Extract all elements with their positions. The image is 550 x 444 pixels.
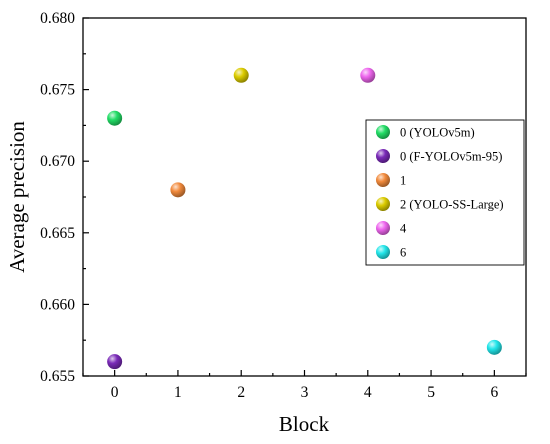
legend-label: 0 (YOLOv5m): [400, 126, 475, 140]
x-axis-ticks: 0 1 2 3 4 5 6: [82, 370, 527, 401]
legend: 0 (YOLOv5m) 0 (F-YOLOv5m-95) 1 2 (YOLO-SS-L…: [365, 119, 525, 266]
y-tick-label: 0.680: [40, 10, 75, 27]
data-points: [107, 67, 502, 370]
data-point: [233, 67, 249, 83]
data-point: [486, 339, 502, 355]
data-point: [107, 110, 123, 126]
legend-marker: [376, 173, 390, 187]
legend-label: 2 (YOLO-SS-Large): [400, 198, 504, 212]
x-tick-label: 2: [237, 384, 245, 401]
x-tick-label: 4: [364, 384, 372, 401]
x-tick-label: 0: [111, 384, 119, 401]
y-axis-title: Average precision: [5, 121, 29, 273]
y-axis-ticks: 0.655 0.660 0.665 0.670 0.675 0.680: [40, 10, 89, 385]
legend-marker: [376, 221, 390, 235]
legend-box: [365, 119, 525, 266]
x-tick-label: 1: [174, 384, 182, 401]
y-tick-label: 0.660: [40, 296, 75, 313]
legend-marker: [376, 125, 390, 139]
legend-marker: [376, 149, 390, 163]
x-axis-title: Block: [279, 412, 330, 436]
y-tick-label: 0.665: [40, 225, 75, 242]
legend-label: 0 (F-YOLOv5m-95): [400, 150, 502, 164]
legend-label: 4: [400, 222, 407, 236]
data-point: [170, 182, 186, 198]
legend-label: 1: [400, 174, 406, 188]
y-tick-label: 0.670: [40, 153, 75, 170]
legend-marker: [376, 197, 390, 211]
legend-marker: [376, 245, 390, 259]
x-tick-label: 5: [427, 384, 435, 401]
legend-label: 6: [400, 246, 406, 260]
data-point: [360, 67, 376, 83]
x-tick-label: 6: [490, 384, 498, 401]
y-tick-label: 0.655: [40, 368, 75, 385]
x-tick-label: 3: [301, 384, 309, 401]
y-tick-label: 0.675: [40, 82, 75, 99]
data-point: [107, 354, 123, 370]
